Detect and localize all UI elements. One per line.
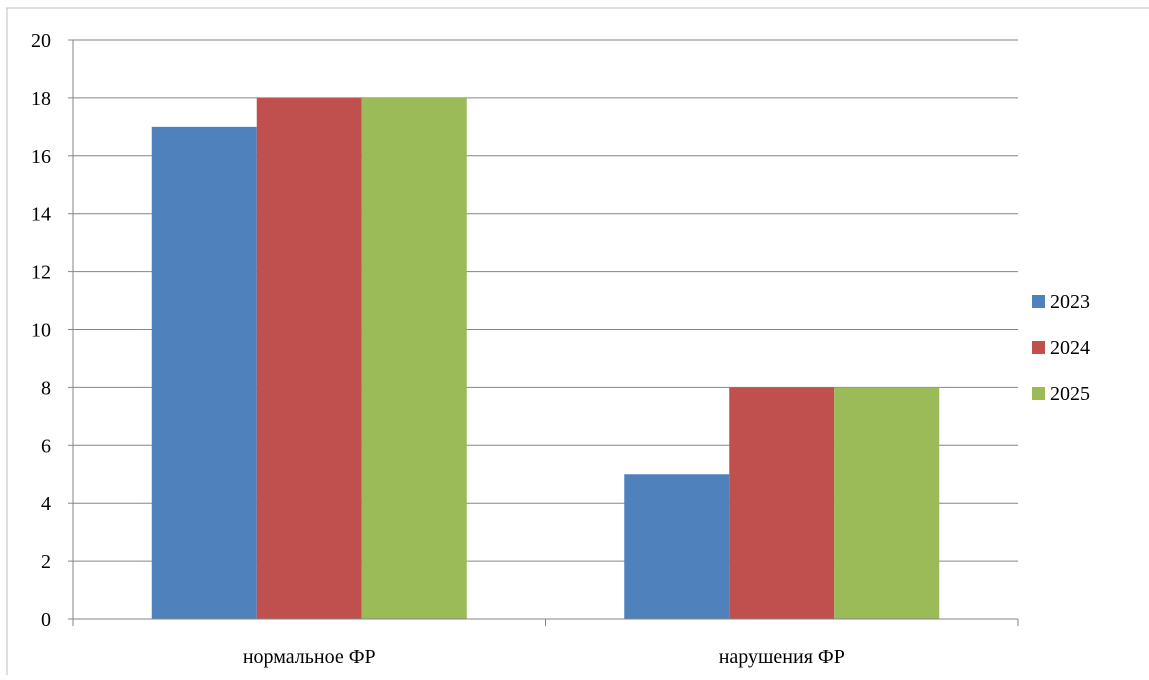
bar-2025-2	[834, 387, 940, 619]
legend-label-2025: 2025	[1050, 383, 1090, 405]
y-tick-label: 6	[41, 435, 51, 457]
y-tick-label: 4	[41, 493, 51, 515]
y-tick-label: 20	[31, 30, 51, 52]
y-tick-label: 8	[41, 377, 51, 399]
legend-swatch-2023	[1032, 295, 1045, 308]
legend-swatch-2024	[1032, 341, 1045, 354]
bar-2024-2	[729, 387, 835, 619]
bar-2023-2	[624, 474, 730, 619]
y-tick-label: 16	[31, 146, 51, 168]
bar-2023-1	[151, 126, 257, 619]
bars	[151, 97, 940, 619]
bar-2024-1	[256, 97, 362, 619]
y-tick-label: 0	[41, 609, 51, 631]
legend-label-2023: 2023	[1050, 291, 1090, 313]
x-tick-label: нарушения ФР	[719, 646, 845, 668]
y-tick-label: 2	[41, 551, 51, 573]
y-tick-label: 18	[31, 88, 51, 110]
bar-2025-1	[361, 97, 467, 619]
axes: 0 2 4 6 8 10 12 14 16 18 20 нормальное ФР нарушения …	[31, 30, 1019, 668]
x-tick-label: нормальное ФР	[243, 646, 376, 668]
legend: 2023 2024 2025	[1032, 291, 1090, 405]
y-tick-label: 10	[31, 320, 51, 342]
legend-label-2024: 2024	[1050, 337, 1090, 359]
legend-swatch-2025	[1032, 387, 1045, 400]
y-tick-label: 14	[31, 204, 51, 226]
y-tick-label: 12	[31, 262, 51, 284]
